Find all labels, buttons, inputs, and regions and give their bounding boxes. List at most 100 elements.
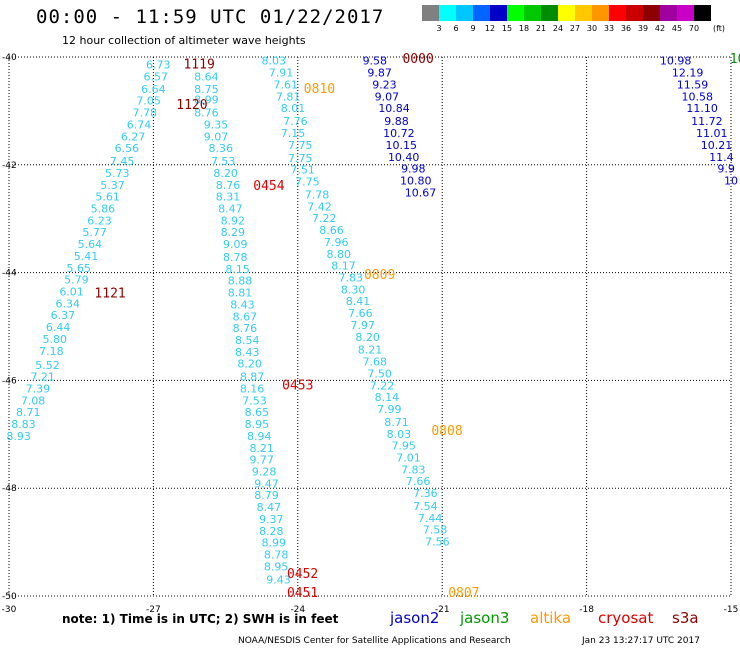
swh-value: 9.23 (372, 79, 397, 92)
swh-value: 8.65 (245, 406, 270, 419)
swh-value: 9.87 (367, 67, 392, 80)
swh-value: 8.92 (221, 214, 246, 227)
y-tick-label: -42 (2, 161, 17, 171)
swh-value: 9.28 (252, 466, 277, 479)
color-scale-label: 45 (671, 24, 683, 33)
swh-value: 7.66 (406, 475, 431, 488)
time-label: 1121 (94, 287, 125, 302)
swh-value: 8.94 (247, 430, 272, 443)
swh-value: 10.80 (400, 174, 432, 187)
swh-value: 8.16 (240, 383, 265, 396)
color-swatch (558, 5, 575, 21)
swh-value: 8.47 (218, 202, 243, 215)
color-scale-label: 39 (637, 24, 649, 33)
swh-value: 12.19 (672, 67, 704, 80)
swh-value: 7.42 (307, 200, 332, 213)
swh-value: 8.81 (228, 287, 253, 300)
swh-value: 8.88 (228, 275, 253, 288)
x-tick-label: -27 (146, 605, 161, 615)
swh-value: 7.78 (305, 188, 330, 201)
satellite-label-cryosat: cryosat (598, 609, 654, 627)
swh-value: 10.15 (386, 139, 418, 152)
satellite-label-s3a: s3a (672, 609, 699, 627)
y-tick-label: -46 (2, 376, 17, 386)
swh-value: 7.39 (26, 383, 51, 396)
swh-value: 9.43 (266, 573, 291, 586)
swh-value: 8.79 (254, 489, 279, 502)
color-swatch (490, 5, 507, 21)
swh-value: 8.36 (209, 142, 234, 155)
swh-value: 7.66 (348, 307, 373, 320)
time-label: 1120 (176, 98, 207, 113)
swh-value: 7.76 (283, 115, 308, 128)
swh-value: 8.66 (319, 224, 344, 237)
swh-value: 8.78 (223, 251, 248, 264)
swh-value: 9.37 (259, 513, 284, 526)
swh-value: 5.64 (78, 238, 103, 251)
color-swatch (456, 5, 473, 21)
color-swatch (694, 5, 711, 21)
swh-value: 8.47 (257, 501, 282, 514)
swh-value: 8.99 (194, 94, 219, 107)
swh-value: 8.99 (261, 537, 286, 550)
swh-value: 7.61 (274, 79, 299, 92)
swh-value: 8.76 (194, 107, 219, 120)
color-swatch (541, 5, 558, 21)
swh-value: 8.41 (346, 295, 371, 308)
swh-value: 6.34 (55, 297, 80, 310)
swh-value: 8.71 (16, 406, 41, 419)
swh-value: 6.57 (144, 70, 169, 83)
swh-value: 8.76 (233, 322, 258, 335)
swh-value: 6.44 (46, 321, 71, 334)
swh-value: 9.47 (254, 477, 279, 490)
swh-value: 8.20 (213, 167, 238, 180)
swh-value: 10.98 (660, 54, 692, 67)
swh-value: 7.53 (211, 155, 236, 168)
swh-value: 7.45 (110, 155, 135, 168)
color-scale-label: 3 (436, 24, 442, 33)
swh-value: 11.10 (686, 102, 718, 115)
swh-value: 7.22 (312, 212, 337, 225)
swh-value: 8.20 (355, 331, 380, 344)
swh-value: 8.21 (358, 344, 383, 357)
swh-value: 7.08 (21, 394, 46, 407)
color-swatch (422, 5, 439, 21)
swh-value: 5.61 (95, 191, 120, 204)
color-swatch (643, 5, 660, 21)
time-label: 0000 (402, 52, 433, 67)
swh-value: 8.01 (281, 102, 306, 115)
swh-value: 10 (724, 174, 738, 187)
x-tick-label: -24 (290, 605, 305, 615)
satellite-label-jason3: jason3 (460, 609, 510, 627)
color-swatch (575, 5, 592, 21)
swh-value: 8.14 (375, 391, 400, 404)
color-swatch (439, 5, 456, 21)
swh-value: 6.37 (51, 309, 76, 322)
swh-value: 6.56 (115, 142, 140, 155)
credit-line: NOAA/NESDIS Center for Satellite Applica… (238, 636, 511, 646)
footnote: note: 1) Time is in UTC; 2) SWH is in fe… (62, 612, 339, 626)
swh-value: 11.4 (709, 151, 734, 164)
color-scale-label: 70 (688, 24, 700, 33)
swh-value: 7.21 (30, 371, 55, 384)
chart-title: 00:00 - 11:59 UTC 01/22/2017 (36, 6, 385, 28)
x-tick-label: -15 (724, 605, 739, 615)
y-tick-label: -48 (2, 484, 17, 494)
color-swatch (677, 5, 694, 21)
swh-value: 8.43 (230, 298, 255, 311)
swh-value: 6.01 (59, 286, 84, 299)
swh-value: 7.22 (370, 379, 395, 392)
color-scale-label: 27 (569, 24, 581, 33)
swh-value: 7.75 (295, 176, 320, 189)
swh-value: 10.40 (388, 151, 420, 164)
color-scale-label: 18 (518, 24, 530, 33)
swh-value: 8.67 (233, 310, 258, 323)
swh-value: 8.20 (237, 358, 262, 371)
time-label: 0452 (287, 567, 318, 582)
swh-value: 5.52 (35, 359, 60, 372)
y-tick-label: -44 (2, 269, 17, 279)
swh-value: 8.76 (216, 179, 241, 192)
x-tick-label: -18 (579, 605, 594, 615)
time-label: 0808 (431, 424, 462, 439)
